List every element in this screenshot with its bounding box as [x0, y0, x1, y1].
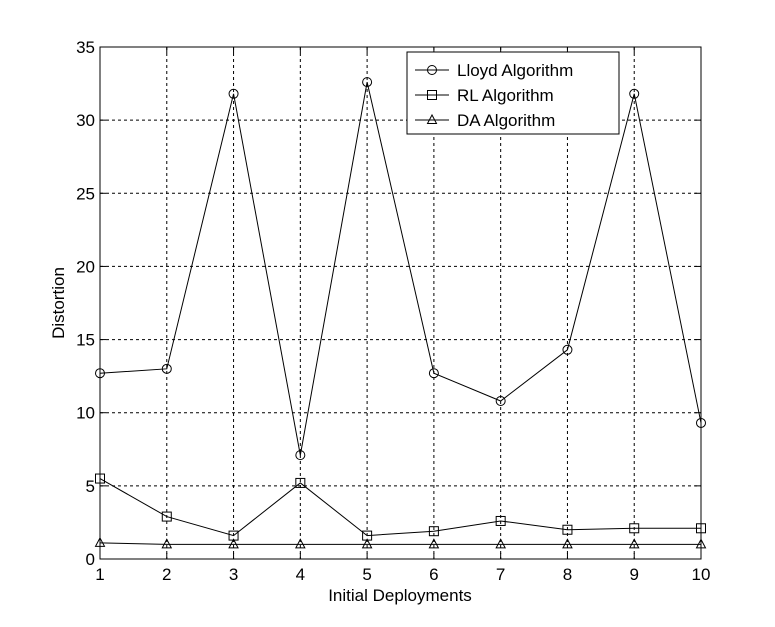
y-tick-label: 20	[76, 257, 95, 276]
data-point	[428, 368, 439, 379]
legend-marker	[427, 90, 437, 100]
data-point	[628, 538, 640, 549]
data-point	[696, 523, 706, 534]
series-line	[99, 81, 702, 456]
x-tick-label: 8	[563, 565, 572, 584]
data-point	[161, 538, 173, 549]
series-group	[94, 77, 707, 549]
x-tick-label: 5	[362, 565, 371, 584]
x-axis-label: Initial Deployments	[328, 586, 472, 605]
y-tick-label: 35	[76, 38, 95, 57]
data-point	[95, 473, 105, 484]
data-point	[94, 536, 106, 547]
data-point	[495, 538, 506, 549]
legend-marker	[427, 65, 437, 75]
grid	[100, 47, 701, 559]
x-tick-label: 6	[429, 565, 438, 584]
data-point	[629, 88, 640, 99]
data-point	[228, 538, 239, 549]
legend-entry: Lloyd Algorithm	[415, 61, 573, 80]
data-point	[562, 344, 573, 355]
data-point	[95, 368, 105, 379]
y-tick-label: 10	[76, 404, 95, 423]
legend-label: RL Algorithm	[457, 86, 554, 105]
data-point	[629, 523, 640, 534]
y-tick-label: 5	[86, 477, 95, 496]
axis-ticks: 1 2 3 4 5 6 7 8 9 10 0 5 10 15 20 25 30 35	[76, 38, 710, 584]
data-point	[495, 515, 506, 526]
series-2	[94, 536, 707, 549]
x-tick-label: 1	[95, 565, 104, 584]
data-point	[562, 524, 573, 535]
data-point	[295, 477, 306, 488]
data-point	[495, 396, 506, 407]
x-tick-label: 4	[296, 565, 305, 584]
data-point	[361, 538, 373, 549]
legend-marker	[426, 113, 438, 124]
legend-label: DA Algorithm	[457, 111, 555, 130]
plot-frame	[99, 46, 702, 560]
series-line	[99, 478, 701, 537]
x-tick-label: 9	[629, 565, 638, 584]
x-tick-label: 3	[229, 565, 238, 584]
data-point	[362, 77, 373, 88]
data-point	[562, 538, 573, 549]
data-point	[428, 538, 440, 549]
series-0	[95, 77, 706, 461]
data-point	[295, 450, 306, 461]
data-point	[228, 88, 239, 99]
data-point	[161, 511, 172, 522]
x-tick-label: 7	[496, 565, 505, 584]
y-tick-label: 25	[76, 184, 95, 203]
data-point	[161, 363, 172, 374]
data-point	[428, 526, 439, 537]
data-point	[696, 417, 706, 428]
legend: Lloyd Algorithm RL Algorithm DA Algorithm	[406, 51, 620, 135]
y-tick-label: 30	[76, 111, 95, 130]
legend-entry: DA Algorithm	[415, 111, 555, 130]
y-tick-label: 15	[76, 331, 95, 350]
x-tick-label: 10	[692, 565, 711, 584]
data-point	[295, 538, 306, 549]
legend-label: Lloyd Algorithm	[457, 61, 573, 80]
y-tick-label: 0	[86, 550, 95, 569]
y-axis-label: Distortion	[49, 267, 68, 339]
x-tick-label: 2	[162, 565, 171, 584]
legend-entry: RL Algorithm	[415, 86, 554, 105]
data-point	[695, 538, 707, 549]
series-line	[99, 542, 701, 545]
